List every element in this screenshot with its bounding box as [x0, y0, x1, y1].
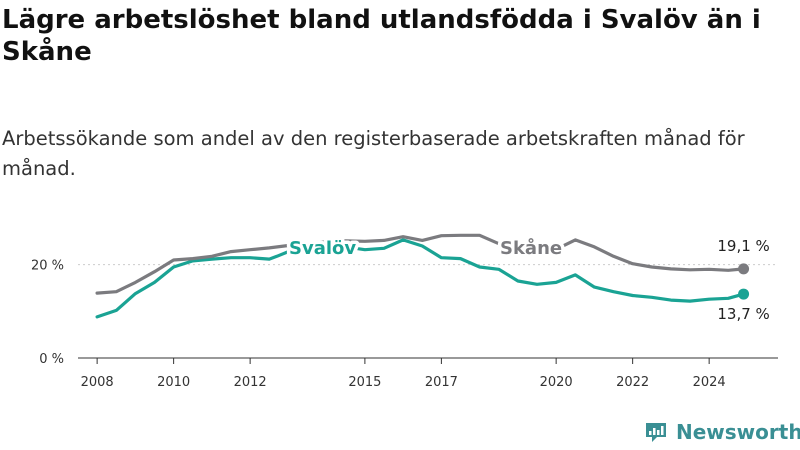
- x-tick-label: 2012: [234, 375, 267, 390]
- series-end-point-skane: [738, 263, 750, 275]
- end-value-label-skane: 19,1 %: [717, 237, 769, 255]
- series-line-svalov: [95, 238, 746, 319]
- x-tick-label: 2022: [616, 375, 649, 390]
- x-tick-label: 2008: [81, 375, 114, 390]
- chart-subtitle: Arbetssökande som andel av den registerb…: [2, 127, 745, 180]
- series-label-svalov: Svalöv: [289, 238, 356, 259]
- series-line-skane: [95, 233, 746, 295]
- x-tick-label: 2024: [693, 375, 726, 390]
- x-tick-label: 2015: [348, 375, 381, 390]
- newsworthy-logo-icon: [646, 423, 666, 442]
- label-layer: Svalöv Skåne 19,1 % 13,7 %: [286, 234, 770, 324]
- chart-title: Lägre arbetslöshet bland utlandsfödda i …: [2, 5, 761, 67]
- y-tick-label: 20 %: [31, 259, 64, 274]
- axis-layer: 0 % 20 % 2008 2010 2012 2015 2017 2020 2022 2024: [31, 259, 778, 390]
- line-chart: 0 %20 %2008 2010 2012 2015 2017 2020 2022 2024 …: [31, 233, 778, 390]
- x-tick-label: 2010: [157, 375, 190, 390]
- end-value-label-svalov: 13,7 %: [717, 305, 769, 323]
- x-tick-label: 2020: [540, 375, 573, 390]
- brand-name: Newsworthy: [676, 420, 800, 444]
- series-layer: [95, 233, 750, 319]
- newsworthy-logo: Newsworthy: [644, 420, 800, 444]
- series-end-point-svalov: [738, 288, 750, 300]
- x-tick-label: 2017: [425, 375, 458, 390]
- y-tick-label: 0 %: [39, 352, 64, 367]
- series-label-skane: Skåne: [500, 237, 562, 259]
